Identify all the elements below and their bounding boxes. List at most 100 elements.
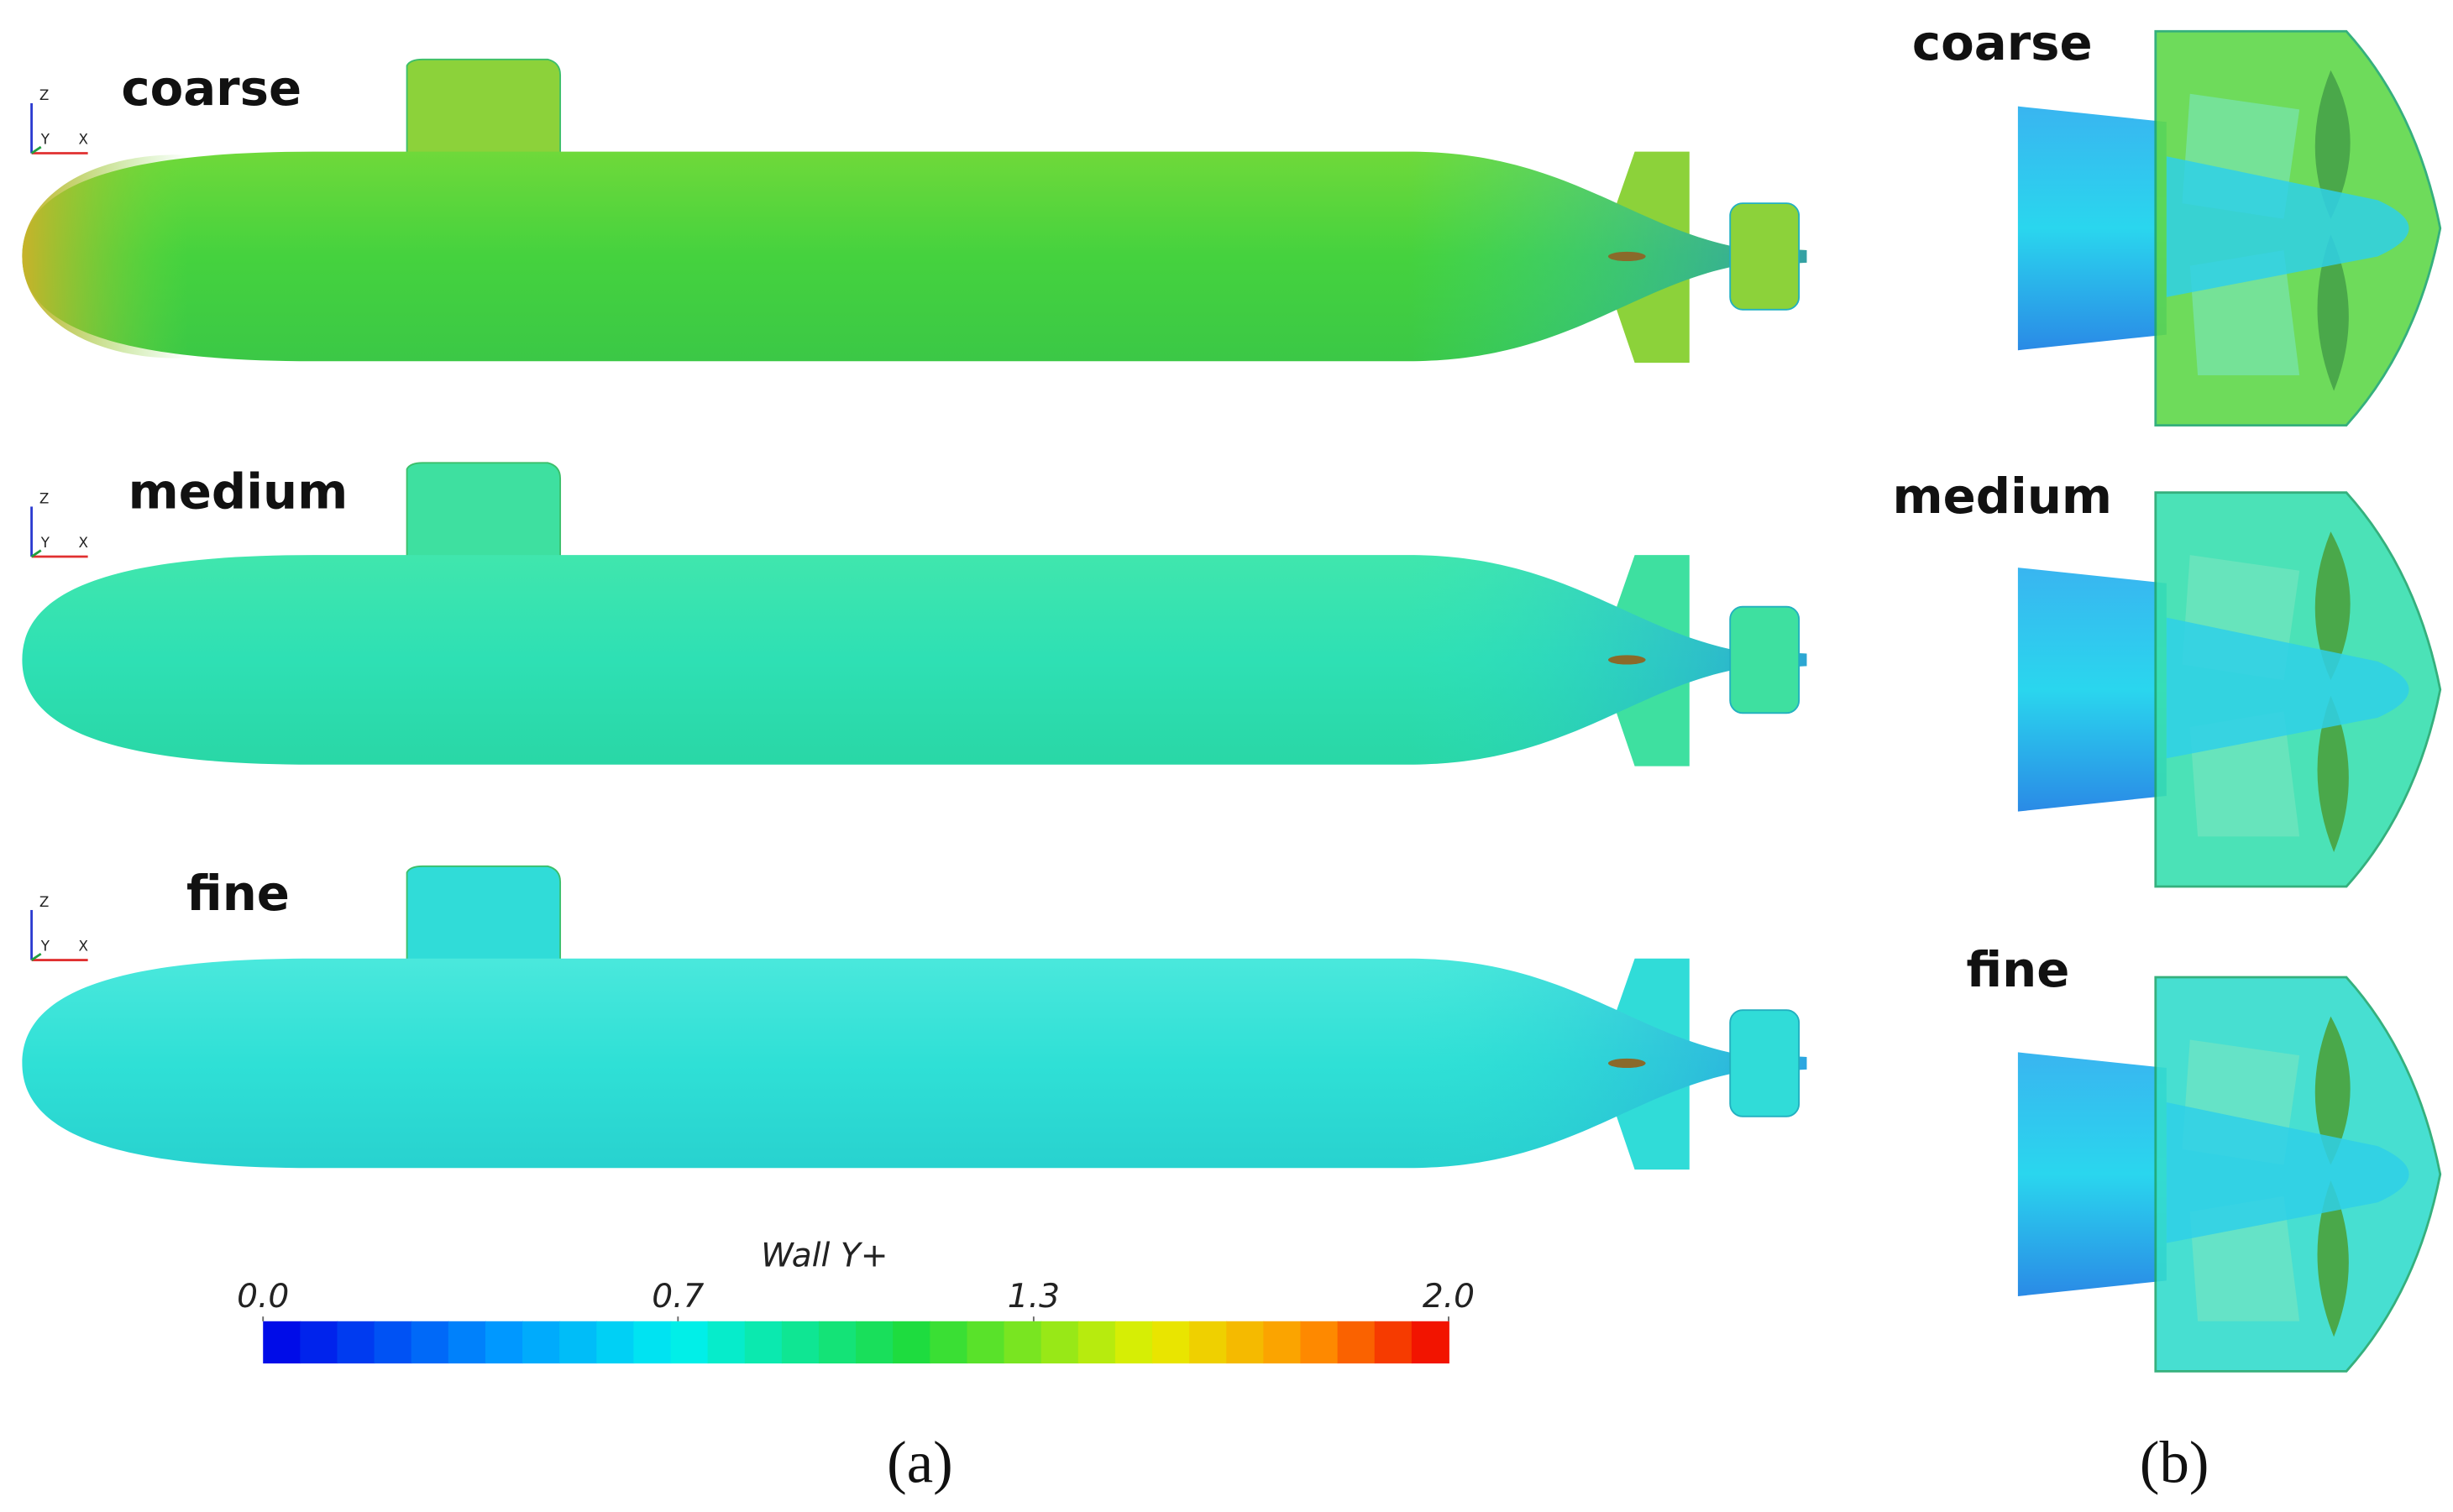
sail xyxy=(406,58,562,158)
axis-label: Z xyxy=(39,86,49,103)
hub xyxy=(2017,1052,2167,1296)
duct xyxy=(1729,605,1800,714)
colorbar-band xyxy=(263,1321,301,1364)
colorbar-band xyxy=(967,1321,1005,1364)
hull xyxy=(22,958,1807,1169)
tail-shade xyxy=(1407,151,1807,362)
axis-label: X xyxy=(78,937,87,954)
axis-label: Z xyxy=(39,490,49,507)
blade xyxy=(2182,1039,2300,1321)
colorbar-band xyxy=(411,1321,449,1364)
colorbar-band xyxy=(485,1321,523,1364)
colorbar: Wall Y+ 0.0 0.7 1.3 2.0 xyxy=(237,1237,1475,1364)
tick-label: 0.7 xyxy=(652,1278,704,1316)
colorbar-band xyxy=(633,1321,672,1364)
colorbar-band xyxy=(670,1321,709,1364)
submarine xyxy=(22,58,1807,364)
bow-shade xyxy=(22,154,188,358)
colorbar-title: Wall Y+ xyxy=(761,1237,888,1275)
hub xyxy=(1607,1058,1646,1069)
row-label: fine xyxy=(1966,941,2069,998)
colorbar-band xyxy=(1337,1321,1376,1364)
fin xyxy=(1611,958,1690,1170)
tick-label: 1.3 xyxy=(1008,1278,1060,1316)
row-label: coarse xyxy=(121,60,301,117)
axis-label: X xyxy=(78,534,87,551)
colorbar-band xyxy=(744,1321,783,1364)
caption: (b) xyxy=(2140,1431,2209,1496)
sail xyxy=(406,865,562,965)
colorbar-band xyxy=(707,1321,746,1364)
colorbar-band xyxy=(1114,1321,1153,1364)
colorbar-band xyxy=(1040,1321,1079,1364)
propulsor xyxy=(2017,976,2442,1373)
colorbar-band xyxy=(1004,1321,1042,1364)
tick-label: 2.0 xyxy=(1423,1278,1475,1316)
tick-label: 0.0 xyxy=(237,1278,289,1316)
colorbar-band xyxy=(1077,1321,1116,1364)
propulsor xyxy=(2017,491,2442,888)
tail-shade xyxy=(1407,958,1807,1169)
tail-shade xyxy=(1407,555,1807,765)
cone xyxy=(2166,156,2409,297)
axis xyxy=(30,549,42,558)
submarine xyxy=(22,462,1807,766)
axis-label: Y xyxy=(40,130,50,147)
axis-label: Y xyxy=(40,937,50,954)
hull xyxy=(22,151,1807,362)
duct xyxy=(1729,1009,1800,1117)
hub xyxy=(2017,568,2167,812)
row-label: medium xyxy=(128,463,349,520)
colorbar-band xyxy=(930,1321,968,1364)
colorbar-band xyxy=(374,1321,412,1364)
hub xyxy=(1607,655,1646,665)
colorbar-band xyxy=(1374,1321,1413,1364)
colorbar-band xyxy=(818,1321,857,1364)
sail xyxy=(406,462,562,561)
colorbar-band xyxy=(448,1321,486,1364)
colorbar-band xyxy=(1411,1321,1449,1364)
hull xyxy=(22,555,1807,765)
row-label: fine xyxy=(186,865,290,922)
blade xyxy=(2314,1016,2351,1337)
blade xyxy=(2314,70,2351,391)
colorbar-band xyxy=(1263,1321,1302,1364)
axes-triad: Z Y X xyxy=(30,893,88,961)
axis-label: Y xyxy=(40,534,50,551)
colorbar-band xyxy=(1189,1321,1228,1364)
colorbar-band xyxy=(856,1321,894,1364)
colorbar-band xyxy=(781,1321,820,1364)
blade xyxy=(2182,93,2300,375)
caption: (a) xyxy=(887,1431,953,1496)
colorbar-band xyxy=(596,1321,635,1364)
axis xyxy=(30,952,42,961)
submarine xyxy=(22,865,1807,1170)
blade xyxy=(2182,555,2300,837)
colorbar-band xyxy=(559,1321,598,1364)
colorbar-band xyxy=(1300,1321,1339,1364)
colorbar-band xyxy=(1226,1321,1265,1364)
colorbar-band xyxy=(1152,1321,1191,1364)
colorbar-band xyxy=(300,1321,338,1364)
duct xyxy=(1729,202,1800,311)
fin xyxy=(1611,151,1690,364)
cone xyxy=(2166,1102,2409,1243)
cone xyxy=(2166,617,2409,759)
colorbar-band xyxy=(522,1321,561,1364)
axis xyxy=(30,145,42,154)
axis-label: Z xyxy=(39,893,49,910)
hub xyxy=(1607,251,1646,262)
panel-b: coarse medium fine xyxy=(1892,14,2442,1373)
row-label: coarse xyxy=(1912,14,2093,71)
propulsor xyxy=(2017,29,2442,426)
fin xyxy=(1611,555,1690,766)
colorbar-band xyxy=(893,1321,931,1364)
axis-label: X xyxy=(78,130,87,147)
axes-triad: Z Y X xyxy=(30,490,88,558)
blade xyxy=(2314,531,2351,853)
hub xyxy=(2017,106,2167,351)
colorbar-band xyxy=(337,1321,375,1364)
row-label: medium xyxy=(1892,468,2112,525)
